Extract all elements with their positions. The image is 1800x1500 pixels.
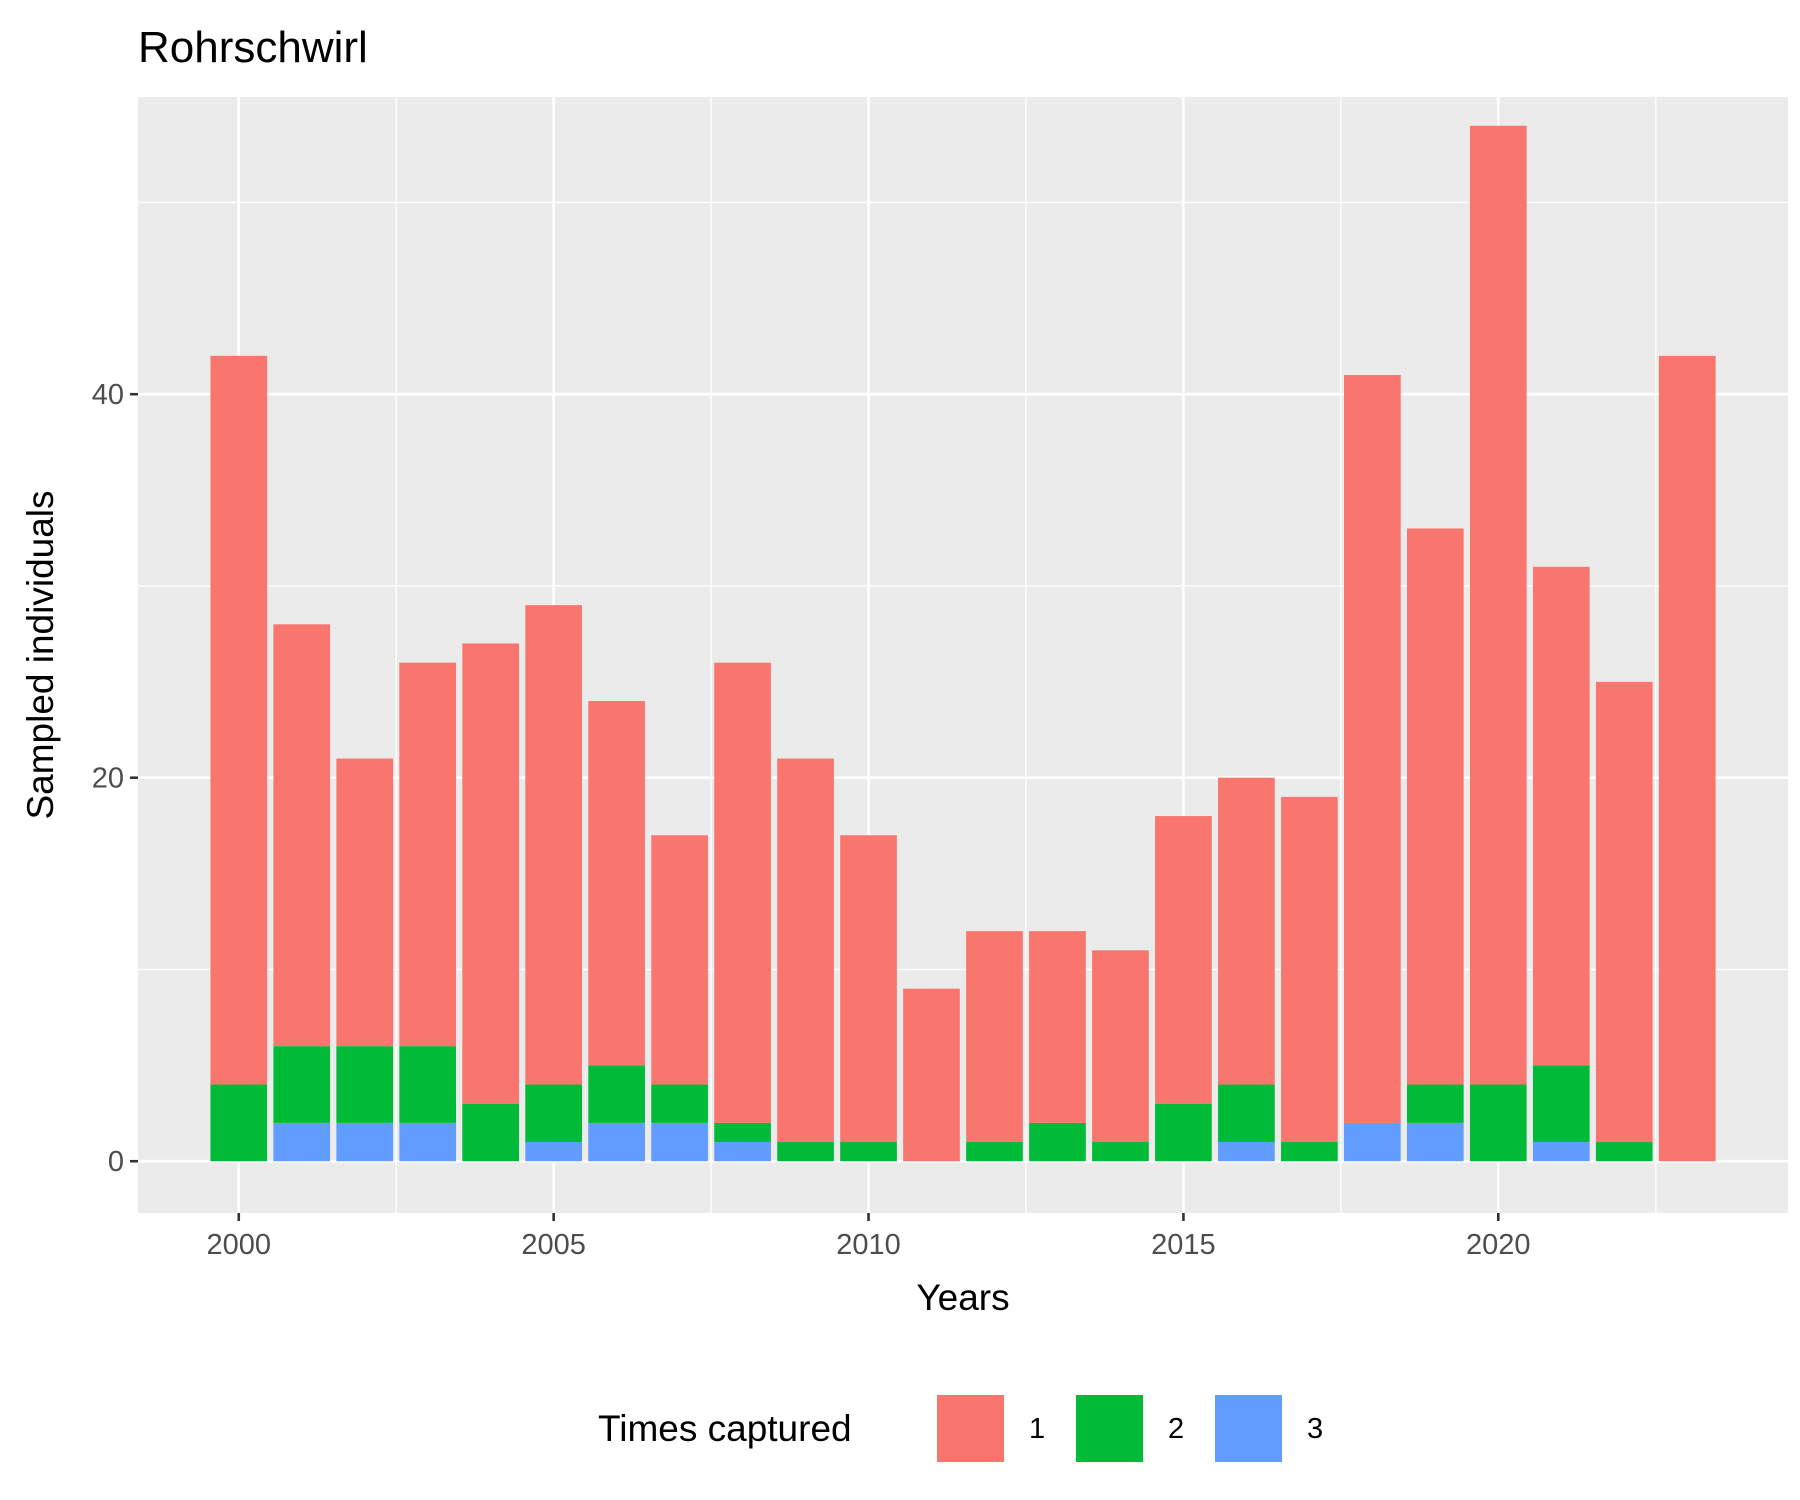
bar-2013-captured-2 xyxy=(1029,1122,1086,1162)
bars xyxy=(210,125,1716,1162)
legend-key-3 xyxy=(1213,1393,1284,1464)
bar-2001-captured-1 xyxy=(273,624,331,1047)
x-tick-label: 2020 xyxy=(1466,1229,1531,1261)
bar-2022-captured-1 xyxy=(1595,681,1653,1143)
bar-2005-captured-3 xyxy=(525,1142,582,1162)
bar-2000-captured-1 xyxy=(210,355,268,1085)
bar-2018-captured-3 xyxy=(1344,1122,1401,1162)
x-tick-label: 2010 xyxy=(836,1229,901,1261)
legend-title: Times captured xyxy=(598,1408,852,1449)
bar-2013-captured-1 xyxy=(1029,931,1086,1123)
bar-2001-captured-3 xyxy=(273,1122,331,1162)
bar-2010-captured-2 xyxy=(840,1142,897,1162)
bar-2022-captured-2 xyxy=(1595,1142,1653,1162)
bar-2012-captured-1 xyxy=(966,931,1023,1143)
bar-2021-captured-2 xyxy=(1532,1065,1590,1143)
bar-2016-captured-2 xyxy=(1218,1084,1275,1143)
bar-2023-captured-1 xyxy=(1658,355,1716,1162)
chart-title: Rohrschwirl xyxy=(138,23,368,72)
bar-2021-captured-3 xyxy=(1532,1142,1590,1162)
y-axis: 0 20 40 xyxy=(92,379,138,1178)
bar-2012-captured-2 xyxy=(966,1142,1023,1162)
bar-2018-captured-1 xyxy=(1344,375,1401,1123)
bar-2020-captured-2 xyxy=(1469,1084,1527,1162)
bar-2003-captured-2 xyxy=(399,1046,457,1123)
bar-2019-captured-1 xyxy=(1406,528,1464,1085)
x-axis-title: Years xyxy=(916,1277,1009,1318)
bar-2002-captured-3 xyxy=(336,1122,394,1162)
bar-2008-captured-3 xyxy=(714,1142,771,1162)
legend: Times captured 1 2 3 xyxy=(598,1393,1323,1464)
bar-2009-captured-1 xyxy=(777,758,834,1143)
bar-2006-captured-1 xyxy=(588,701,645,1066)
bar-2016-captured-1 xyxy=(1218,777,1275,1085)
bar-2004-captured-1 xyxy=(462,643,520,1104)
bar-2020-captured-1 xyxy=(1469,125,1527,1085)
bar-2011-captured-1 xyxy=(903,988,960,1162)
legend-key-1 xyxy=(935,1393,1006,1464)
x-tick-label: 2015 xyxy=(1151,1229,1216,1261)
bar-2009-captured-2 xyxy=(777,1142,834,1162)
bar-2004-captured-2 xyxy=(462,1103,520,1162)
bar-2003-captured-3 xyxy=(399,1122,457,1162)
bar-2017-captured-2 xyxy=(1281,1142,1338,1162)
bar-2008-captured-1 xyxy=(714,662,771,1123)
bar-2015-captured-2 xyxy=(1155,1103,1212,1162)
bar-2019-captured-3 xyxy=(1406,1122,1464,1162)
y-tick-label: 0 xyxy=(108,1146,124,1178)
bar-2003-captured-1 xyxy=(399,662,457,1047)
x-axis: 2000 2005 2010 2015 2020 xyxy=(207,1213,1531,1261)
bar-2005-captured-2 xyxy=(525,1084,582,1143)
bar-2021-captured-1 xyxy=(1532,566,1590,1066)
bar-2014-captured-1 xyxy=(1092,950,1149,1143)
y-tick-label: 20 xyxy=(92,763,124,795)
bar-2007-captured-3 xyxy=(651,1122,708,1162)
legend-label-2: 2 xyxy=(1168,1413,1184,1445)
legend-label-1: 1 xyxy=(1029,1413,1045,1445)
legend-key-2 xyxy=(1074,1393,1145,1464)
y-axis-title: Sampled individuals xyxy=(20,490,61,819)
bar-2006-captured-2 xyxy=(588,1065,645,1123)
x-tick-label: 2000 xyxy=(207,1229,272,1261)
y-tick-label: 40 xyxy=(92,379,124,411)
bar-2002-captured-1 xyxy=(336,758,394,1047)
bar-2015-captured-1 xyxy=(1155,816,1212,1104)
bar-2007-captured-2 xyxy=(651,1084,708,1123)
bar-2010-captured-1 xyxy=(840,835,897,1143)
bar-2017-captured-1 xyxy=(1281,796,1338,1143)
bar-2016-captured-3 xyxy=(1218,1142,1275,1162)
bar-2008-captured-2 xyxy=(714,1122,771,1143)
legend-label-3: 3 xyxy=(1307,1413,1323,1445)
bar-2019-captured-2 xyxy=(1406,1084,1464,1123)
bar-2014-captured-2 xyxy=(1092,1142,1149,1162)
bar-2006-captured-3 xyxy=(588,1122,645,1162)
bar-2001-captured-2 xyxy=(273,1046,331,1123)
bar-2005-captured-1 xyxy=(525,605,582,1085)
x-tick-label: 2005 xyxy=(521,1229,586,1261)
bar-2002-captured-2 xyxy=(336,1046,394,1123)
bar-2007-captured-1 xyxy=(651,835,708,1085)
bar-2000-captured-2 xyxy=(210,1084,268,1162)
